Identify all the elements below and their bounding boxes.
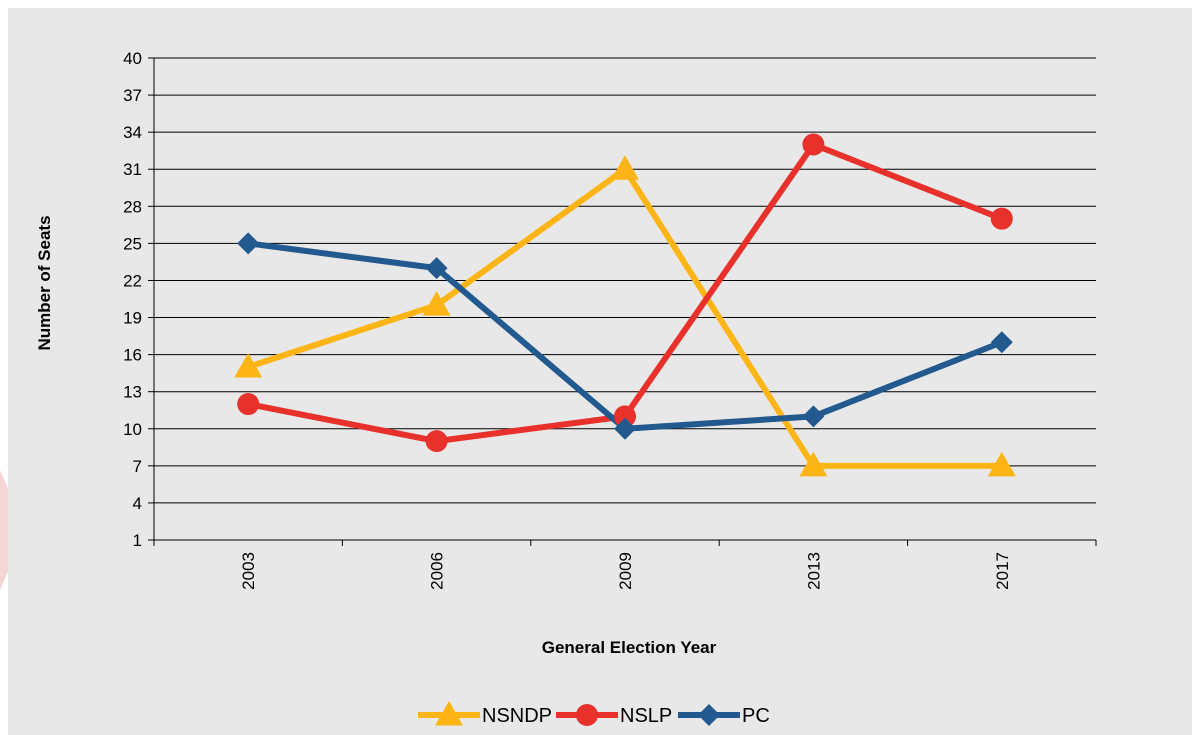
data-point-pc bbox=[237, 232, 260, 255]
x-tick-label: 2006 bbox=[428, 552, 447, 590]
data-point-nslp bbox=[237, 393, 260, 416]
data-point-nsndp bbox=[422, 291, 451, 316]
data-point-nsndp bbox=[234, 352, 263, 378]
y-tick-label: 19 bbox=[123, 309, 142, 328]
legend-marker-nslp bbox=[576, 704, 598, 726]
data-point-nslp bbox=[802, 133, 825, 156]
y-tick-label: 13 bbox=[123, 383, 142, 402]
series-line-nslp bbox=[247, 141, 1003, 445]
series-markers bbox=[234, 133, 1016, 477]
legend-marker-pc bbox=[698, 704, 720, 726]
x-axis-ticks: 2003 2006 2009 2013 2017 bbox=[153, 540, 1097, 590]
data-point-pc bbox=[802, 405, 825, 428]
series-line-pc bbox=[247, 240, 1003, 432]
y-tick-label: 22 bbox=[123, 271, 142, 290]
y-axis-label: Number of Seats bbox=[35, 215, 54, 350]
y-tick-label: 16 bbox=[123, 346, 142, 365]
legend-label: NSNDP bbox=[482, 705, 552, 727]
chart-panel: 1 4 7 10 13 16 19 22 25 28 31 34 37 40 2003 2006 2009 20… bbox=[8, 8, 1192, 735]
y-tick-label: 31 bbox=[123, 160, 142, 179]
data-point-pc bbox=[990, 331, 1013, 354]
legend-label: PC bbox=[742, 705, 770, 727]
y-tick-label: 37 bbox=[123, 86, 142, 105]
data-point-nslp bbox=[614, 405, 636, 428]
data-point-nslp bbox=[990, 207, 1013, 230]
y-tick-label: 34 bbox=[123, 123, 142, 142]
y-tick-label: 10 bbox=[123, 420, 142, 439]
legend: NSNDP NSLP PC bbox=[418, 701, 770, 727]
data-point-nsndp bbox=[799, 451, 828, 477]
legend-item-nslp: NSLP bbox=[556, 704, 672, 727]
y-tick-label: 4 bbox=[133, 494, 142, 513]
y-tick-label: 40 bbox=[123, 49, 142, 68]
x-tick-label: 2017 bbox=[993, 552, 1012, 590]
data-point-pc bbox=[425, 257, 448, 280]
x-tick-label: 2013 bbox=[804, 552, 823, 590]
data-point-nslp bbox=[425, 430, 448, 453]
data-point-nsndp bbox=[987, 451, 1016, 477]
y-axis-ticks: 1 4 7 10 13 16 19 22 25 28 31 34 37 40 bbox=[123, 49, 154, 550]
y-tick-label: 28 bbox=[123, 197, 142, 216]
legend-item-pc: PC bbox=[678, 704, 770, 727]
x-tick-label: 2009 bbox=[616, 552, 635, 590]
legend-marker-nsndp bbox=[435, 701, 463, 726]
y-tick-label: 1 bbox=[133, 531, 142, 550]
x-axis-label: General Election Year bbox=[542, 638, 717, 657]
x-tick-label: 2003 bbox=[239, 552, 258, 590]
data-point-pc bbox=[614, 417, 636, 440]
legend-label: NSLP bbox=[620, 705, 672, 727]
data-point-nsndp bbox=[611, 155, 639, 180]
legend-item-nsndp: NSNDP bbox=[418, 701, 552, 727]
axes bbox=[153, 58, 1096, 541]
y-tick-label: 7 bbox=[133, 457, 142, 476]
y-tick-label: 25 bbox=[123, 234, 142, 253]
